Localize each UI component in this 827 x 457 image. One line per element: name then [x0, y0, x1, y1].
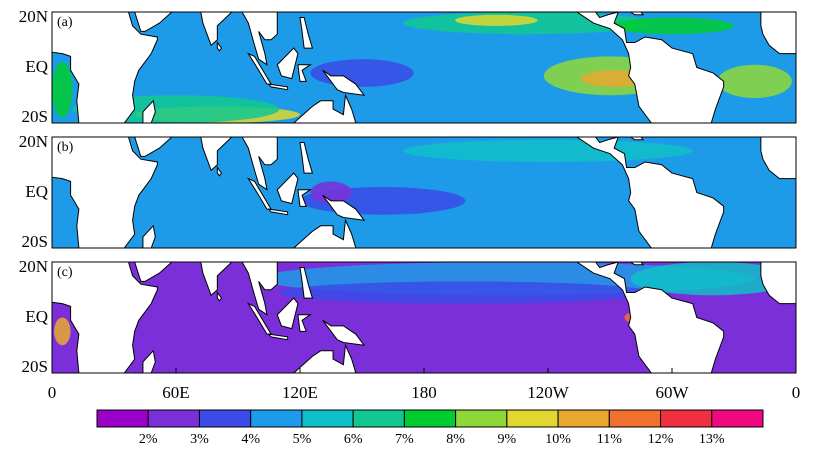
colorbar: 2% 3% 4% 5% 6% 7% 8% 9% 10% 11% 12% 13%	[97, 410, 763, 447]
colorbar-box	[302, 410, 353, 427]
lat-label: 20S	[22, 232, 48, 251]
field-patch	[455, 15, 538, 26]
field-patch	[717, 65, 791, 98]
lon-label: 0	[48, 383, 57, 402]
map-panel	[52, 12, 796, 123]
field-patch	[610, 18, 734, 35]
lon-label: 60E	[162, 383, 189, 402]
colorbar-box	[456, 410, 507, 427]
colorbar-box	[97, 410, 148, 427]
lat-label: EQ	[25, 182, 48, 201]
colorbar-box	[609, 410, 660, 427]
colorbar-label: 8%	[446, 432, 465, 447]
lat-label: 20N	[19, 132, 48, 151]
map-panel	[52, 137, 796, 248]
colorbar-label: 6%	[344, 432, 363, 447]
colorbar-label: 3%	[190, 432, 209, 447]
map-panel	[52, 262, 796, 373]
lon-label: 180	[411, 383, 437, 402]
lat-label: 20S	[22, 357, 48, 376]
colorbar-box	[507, 410, 558, 427]
colorbar-box	[251, 410, 302, 427]
panel-label: (a)	[57, 15, 73, 30]
field-patch	[54, 318, 71, 346]
lat-label: EQ	[25, 307, 48, 326]
colorbar-label: 12%	[648, 432, 674, 447]
colorbar-box	[353, 410, 404, 427]
colorbar-label: 2%	[139, 432, 158, 447]
field-patch	[52, 62, 73, 117]
colorbar-label: 4%	[241, 432, 260, 447]
lon-label: 120W	[527, 383, 570, 402]
colorbar-label: 7%	[395, 432, 414, 447]
lat-label: EQ	[25, 57, 48, 76]
field-patch	[279, 281, 651, 303]
colorbar-box	[148, 410, 199, 427]
colorbar-box	[712, 410, 763, 427]
colorbar-box	[199, 410, 250, 427]
colorbar-label: 5%	[293, 432, 312, 447]
panel-label: (c)	[57, 265, 73, 280]
lon-label: 60W	[655, 383, 689, 402]
figure: (a) 20N EQ 20S (b) 20N EQ 20S (c) 20N EQ 20S 0 60E 12…	[0, 0, 827, 452]
colorbar-label: 10%	[545, 432, 571, 447]
lat-label: 20N	[19, 7, 48, 26]
lon-label: 0	[792, 383, 801, 402]
colorbar-label: 13%	[699, 432, 725, 447]
field-patch	[403, 140, 692, 162]
panels: (a) 20N EQ 20S (b) 20N EQ 20S (c) 20N EQ 20S	[19, 7, 796, 376]
lon-label: 120E	[282, 383, 318, 402]
lat-label: 20S	[22, 107, 48, 126]
lat-label: 20N	[19, 257, 48, 276]
colorbar-box	[558, 410, 609, 427]
colorbar-label: 9%	[498, 432, 517, 447]
colorbar-box	[661, 410, 712, 427]
colorbar-label: 11%	[597, 432, 622, 447]
colorbar-box	[404, 410, 455, 427]
panel-label: (b)	[57, 140, 74, 155]
